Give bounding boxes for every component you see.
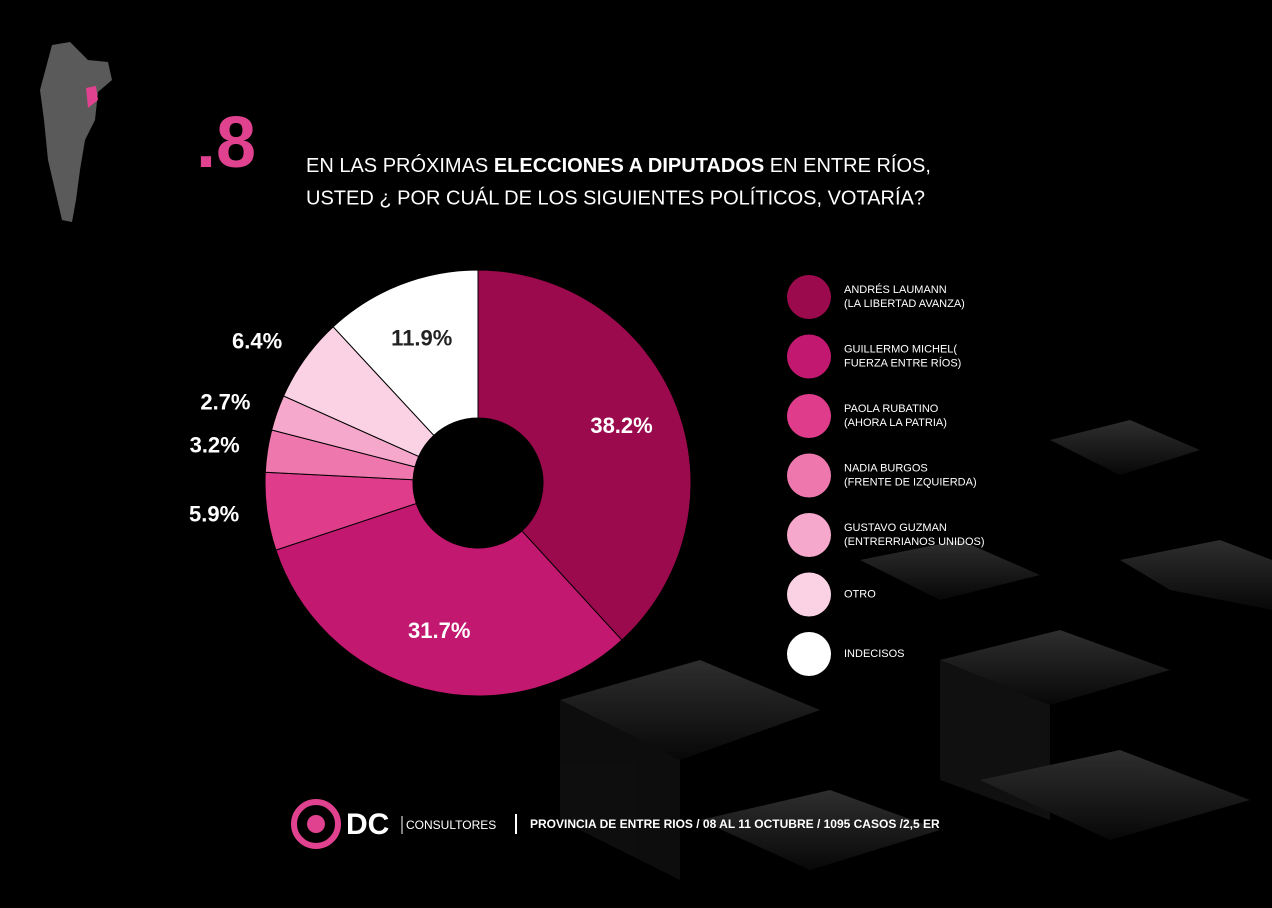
footer: DC CONSULTORES PROVINCIA DE ENTRE RIOS /…: [291, 799, 940, 849]
legend-label: GUSTAVO GUZMAN: [844, 522, 947, 534]
brand: DC: [346, 808, 389, 841]
legend-label: ANDRÉS LAUMANN: [844, 283, 947, 296]
slice: [477, 269, 692, 641]
data-label: 2.7%: [200, 389, 250, 414]
legend-label: (FRENTE DE IZQUIERDA): [844, 476, 977, 488]
legend-swatch: [787, 632, 831, 676]
legend-label: GUILLERMO MICHEL(: [844, 343, 957, 355]
data-label: 38.2%: [590, 413, 652, 438]
question-line: USTED ¿ POR CUÁL DE LOS SIGUIENTES POLÍT…: [306, 186, 925, 209]
question-number: .8: [196, 103, 256, 183]
legend-swatch: [787, 275, 831, 319]
pie: 38.2% 31.7% 5.9% 3.2% 2.7% 6.4% 11.9%: [189, 269, 692, 697]
legend-label: INDECISOS: [844, 648, 905, 660]
legend-label: FUERZA ENTRE RÍOS): [844, 356, 961, 369]
data-label: 5.9%: [189, 501, 239, 526]
map-highlight: [86, 86, 98, 108]
legend-label: (AHORA LA PATRIA): [844, 417, 947, 429]
data-label: 31.7%: [408, 618, 470, 643]
legend-swatch: [787, 513, 831, 557]
legend-label: (ENTRERRIANOS UNIDOS): [844, 536, 985, 548]
legend-label: (LA LIBERTAD AVANZA): [844, 298, 965, 310]
legend-swatch: [787, 334, 831, 379]
question-text: EN LAS PRÓXIMAS: [306, 154, 494, 177]
legend: ANDRÉS LAUMANN (LA LIBERTAD AVANZA) GUILLE…: [787, 275, 985, 676]
question-line: EN LAS PRÓXIMAS ELECCIONES A DIPUTADOS E…: [306, 154, 931, 177]
brand-sub: CONSULTORES: [406, 818, 496, 832]
legend-swatch: [787, 453, 831, 498]
data-label: 3.2%: [190, 433, 240, 458]
footer-note: PROVINCIA DE ENTRE RIOS / 08 AL 11 OCTUB…: [530, 817, 940, 831]
question-emphasis: ELECCIONES A DIPUTADOS: [494, 155, 764, 177]
legend-label: OTRO: [844, 588, 876, 600]
slice: [332, 269, 479, 437]
logo-ring: [291, 799, 341, 849]
logo-dot: [307, 815, 325, 833]
legend-label: PAOLA RUBATINO: [844, 403, 939, 415]
legend-swatch: [787, 572, 831, 617]
data-label: 6.4%: [232, 328, 282, 353]
legend-swatch: [787, 394, 831, 438]
question-text: EN ENTRE RÍOS,: [764, 154, 931, 177]
legend-label: NADIA BURGOS: [844, 462, 928, 474]
data-label: 11.9%: [391, 325, 452, 350]
slice: [275, 502, 623, 697]
background-cubes: [560, 420, 1272, 880]
